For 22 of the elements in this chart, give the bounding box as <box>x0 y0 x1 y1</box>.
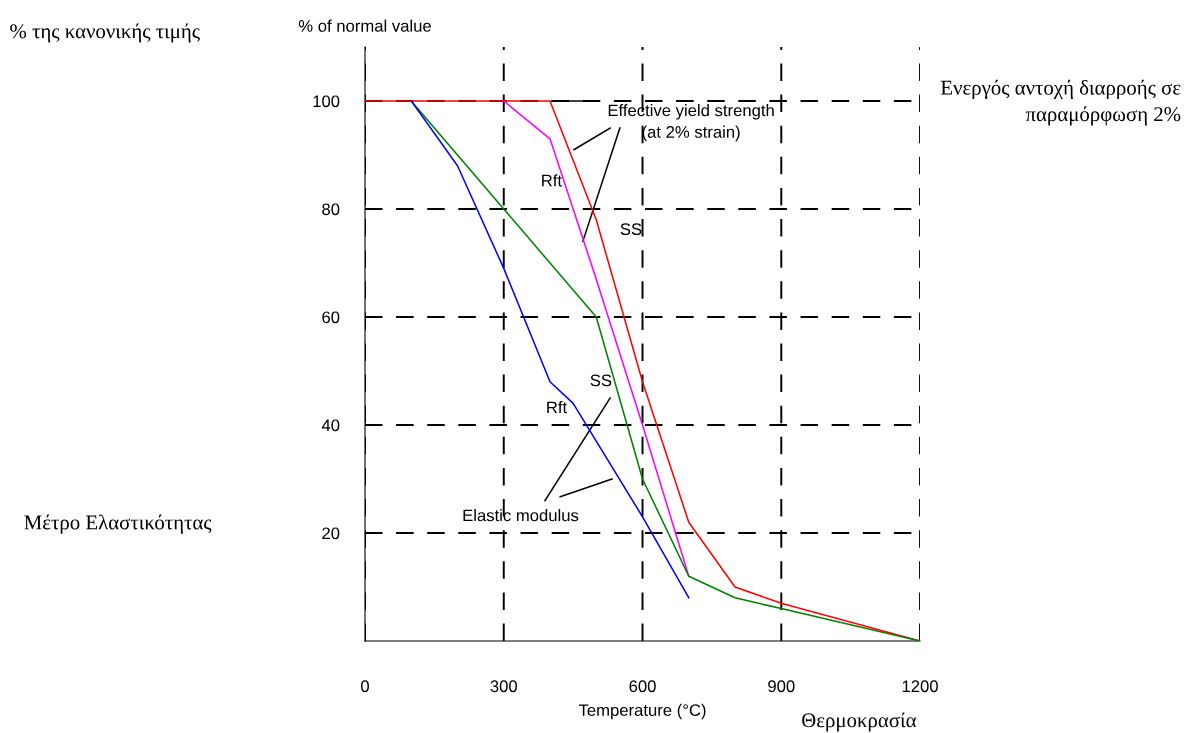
text: % της κανονικής τιμής <box>10 23 200 43</box>
y-tick-label: 100 <box>313 95 340 108</box>
annotation: SS <box>620 223 642 236</box>
y-axis-title: % of normal value <box>298 19 431 32</box>
annotation: Effective yield strength (at 2% strain) <box>608 104 774 142</box>
x-tick-label: 600 <box>629 680 656 693</box>
annotation: SS <box>590 374 612 387</box>
y-tick-label: 40 <box>321 419 340 432</box>
text: Ενεργός αντοχή διαρροής σε παραμόρφωση 2% <box>940 79 1181 126</box>
y-tick-label: 80 <box>322 203 340 216</box>
annotation: Elastic modulus <box>463 509 579 522</box>
text: Θερμοκρασία <box>802 712 917 732</box>
annotation: Rft <box>542 174 562 187</box>
x-tick-label: 0 <box>361 680 369 693</box>
x-tick-label: 300 <box>490 680 518 693</box>
annotation: Rft <box>547 401 568 414</box>
text: Μέτρο Ελαστικότητας <box>24 514 212 534</box>
x-tick-label: 900 <box>768 680 795 693</box>
x-tick-label: 1200 <box>902 680 938 693</box>
x-axis-title: Temperature (°C) <box>578 703 706 720</box>
y-tick-label: 20 <box>322 527 340 540</box>
y-tick-label: 60 <box>322 311 340 324</box>
